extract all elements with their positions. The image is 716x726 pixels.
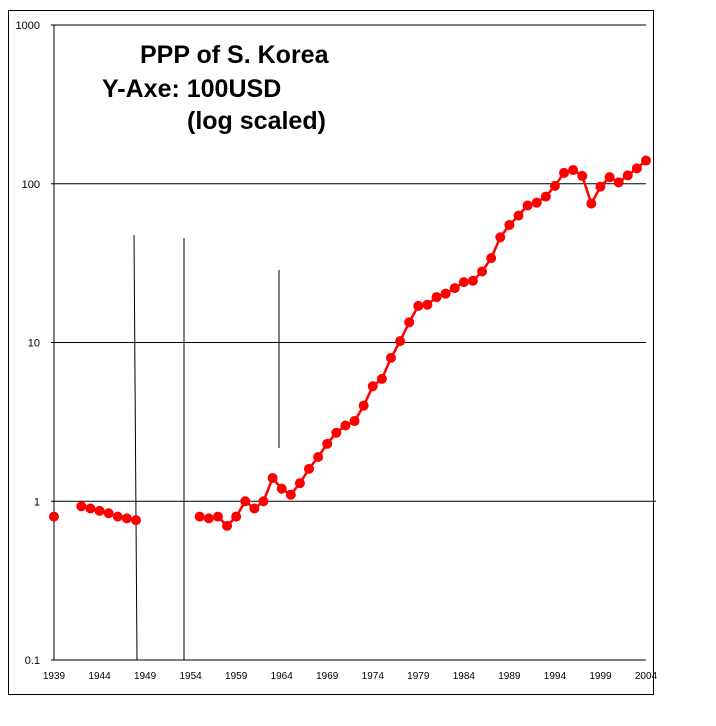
x-tick-label-9: 1984 xyxy=(453,671,476,682)
x-tick-label-4: 1959 xyxy=(225,671,248,682)
data-point-1970 xyxy=(331,427,342,438)
data-point-1947 xyxy=(121,513,132,524)
x-tick-label-6: 1969 xyxy=(316,671,339,682)
x-tick-label-10: 1989 xyxy=(498,671,521,682)
data-point-1956 xyxy=(203,513,214,524)
data-point-1945 xyxy=(103,508,114,519)
x-tick-label-1: 1944 xyxy=(88,671,111,682)
data-point-1995 xyxy=(559,167,570,178)
data-point-1980 xyxy=(422,299,433,310)
series-line-segment-2 xyxy=(199,159,647,528)
x-tick-labels: 1939 1944 1949 1954 1959 1964 1969 1974 1979 1984… xyxy=(43,671,658,682)
data-point-1971 xyxy=(340,420,351,431)
x-tick-label-3: 1954 xyxy=(179,671,202,682)
data-point-1991 xyxy=(522,200,533,211)
data-point-1974 xyxy=(367,381,378,392)
data-point-1973 xyxy=(358,400,369,411)
annotation-vline-1 xyxy=(133,234,138,661)
data-point-1944 xyxy=(94,505,105,516)
data-point-1981 xyxy=(431,292,442,303)
data-point-1998 xyxy=(586,198,597,209)
data-point-1972 xyxy=(349,416,360,427)
y-tick-label-1: 100 xyxy=(22,179,40,191)
data-point-1962 xyxy=(258,496,269,507)
data-point-1961 xyxy=(249,503,260,514)
data-point-1992 xyxy=(531,197,542,208)
data-point-1985 xyxy=(467,275,478,286)
y-tick-labels: 1000 100 10 1 0.1 xyxy=(16,20,54,667)
x-tick-label-2: 1949 xyxy=(134,671,157,682)
y-tick-label-4: 0.1 xyxy=(25,655,40,667)
data-point-1994 xyxy=(549,180,560,191)
data-point-1987 xyxy=(486,253,497,264)
x-tick-label-5: 1964 xyxy=(271,671,294,682)
data-point-1976 xyxy=(385,352,396,363)
data-point-1986 xyxy=(477,266,488,277)
data-point-1979 xyxy=(413,300,424,311)
chart-frame xyxy=(8,10,654,695)
y-tick-label-3: 1 xyxy=(34,496,40,508)
data-point-2003 xyxy=(631,163,642,174)
data-point-1943 xyxy=(85,503,96,514)
grid-layer xyxy=(53,24,656,661)
data-point-1983 xyxy=(449,283,460,294)
data-point-1959 xyxy=(231,511,242,522)
data-point-1963 xyxy=(267,473,278,484)
data-point-1997 xyxy=(577,170,588,181)
annotation-layer xyxy=(133,234,280,661)
data-point-1948 xyxy=(130,515,141,526)
x-tick-label-11: 1994 xyxy=(544,671,567,682)
data-point-1982 xyxy=(440,288,451,299)
x-tick-label-0: 1939 xyxy=(43,671,66,682)
y-tick-label-0: 1000 xyxy=(16,20,40,32)
data-point-1977 xyxy=(395,336,406,347)
data-point-2002 xyxy=(622,170,633,181)
chart-subtitle-scale: (log scaled) xyxy=(187,107,326,135)
data-point-1964 xyxy=(276,483,287,494)
data-point-1965 xyxy=(285,489,296,500)
x-tick-label-13: 2004 xyxy=(635,671,658,682)
data-point-2001 xyxy=(613,177,624,188)
data-point-1969 xyxy=(322,438,333,449)
data-point-1942 xyxy=(76,501,87,512)
data-point-2004 xyxy=(641,155,651,166)
chart-subtitle-axis: Y-Axe: 100USD xyxy=(102,75,282,103)
ppp-series xyxy=(49,155,651,531)
x-tick-label-7: 1974 xyxy=(362,671,385,682)
chart-title: PPP of S. Korea xyxy=(140,41,329,69)
data-point-1939 xyxy=(49,511,59,522)
data-point-1984 xyxy=(458,277,469,288)
y-tick-label-2: 10 xyxy=(28,338,40,350)
data-point-1968 xyxy=(313,451,324,462)
data-point-1999 xyxy=(595,181,606,192)
data-point-1967 xyxy=(304,463,315,474)
data-point-1996 xyxy=(568,165,579,176)
data-point-1988 xyxy=(495,232,506,243)
data-point-1990 xyxy=(513,210,524,221)
x-tick-label-8: 1979 xyxy=(407,671,430,682)
data-point-1957 xyxy=(212,511,223,522)
data-point-1946 xyxy=(112,511,123,522)
data-point-1993 xyxy=(540,191,551,202)
data-point-1975 xyxy=(376,373,387,384)
data-point-1958 xyxy=(222,520,233,531)
data-point-1978 xyxy=(404,317,415,328)
data-point-1966 xyxy=(294,478,305,489)
data-point-1960 xyxy=(240,496,251,507)
data-point-1955 xyxy=(194,511,205,522)
data-point-1989 xyxy=(504,219,515,230)
x-tick-label-12: 1999 xyxy=(589,671,612,682)
data-point-2000 xyxy=(604,172,615,183)
